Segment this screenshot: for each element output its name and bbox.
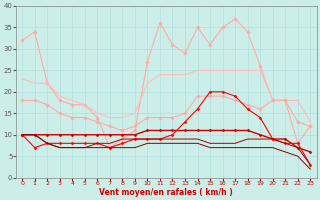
X-axis label: Vent moyen/en rafales ( km/h ): Vent moyen/en rafales ( km/h ) <box>100 188 233 197</box>
